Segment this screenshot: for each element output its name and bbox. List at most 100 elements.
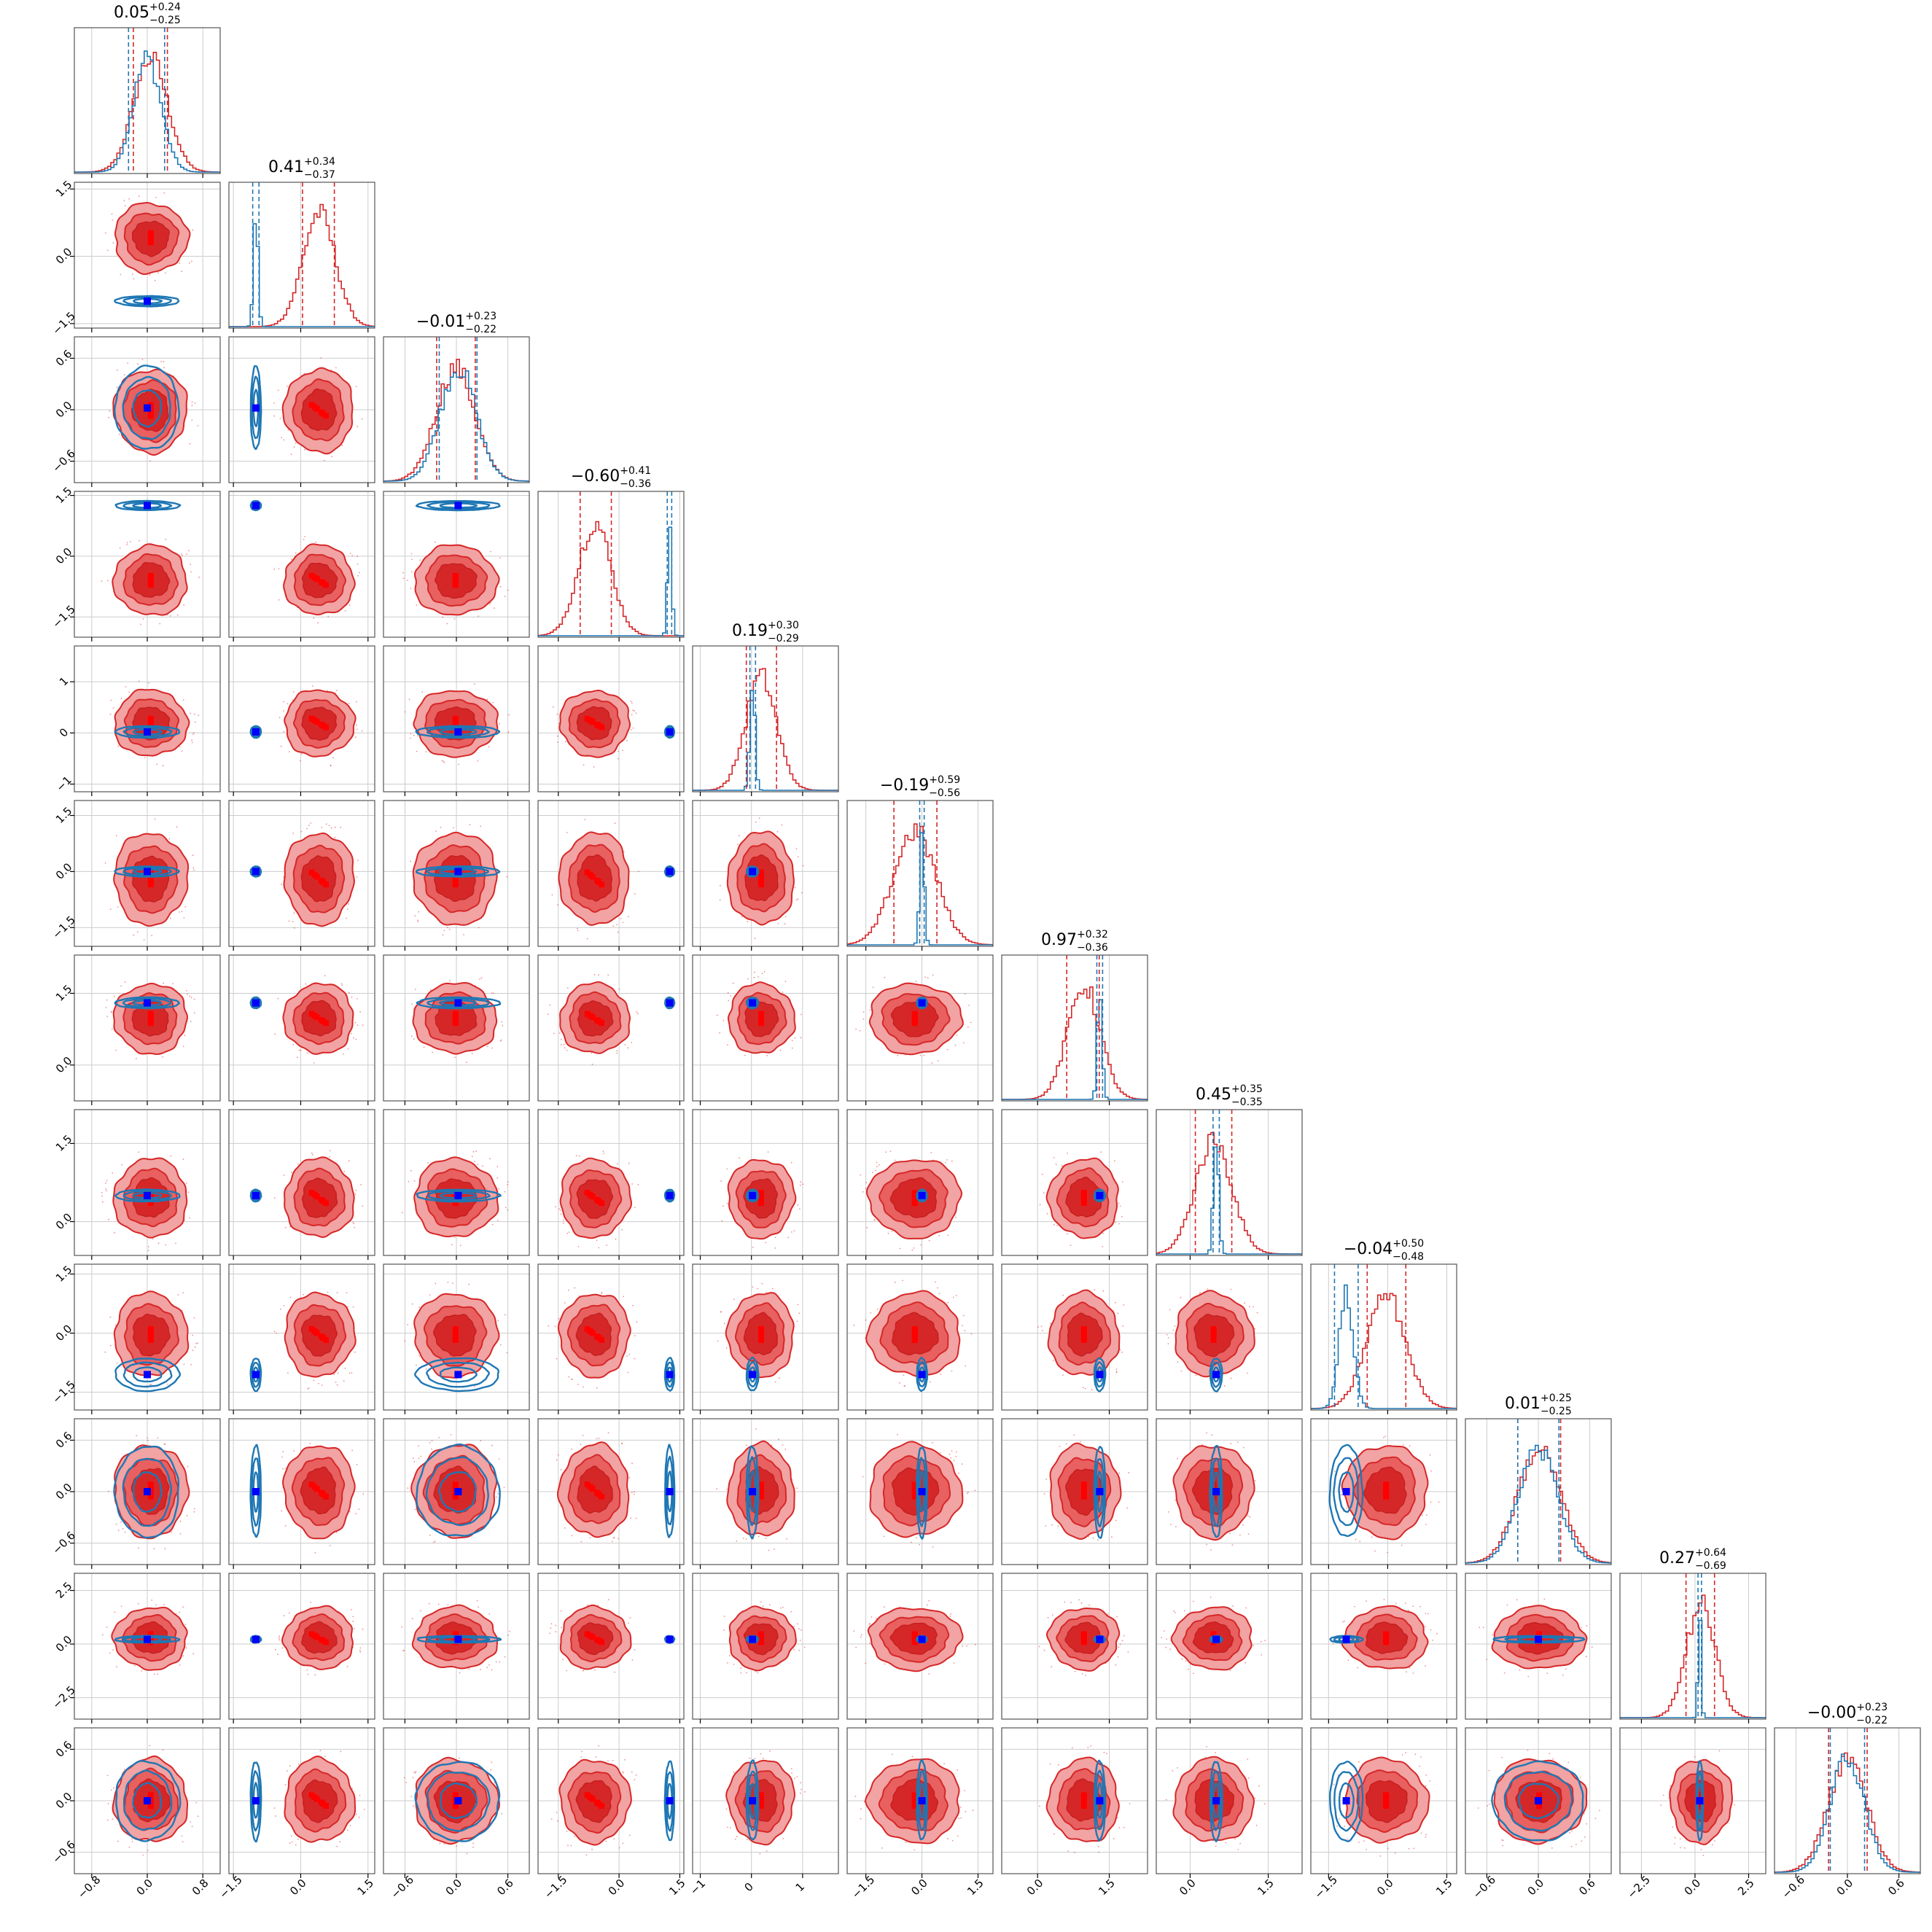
red-sample-dot <box>602 1150 604 1152</box>
red-sample-dot <box>451 1244 453 1245</box>
red-sample-dot <box>1229 1532 1231 1535</box>
red-sample-dot <box>282 1468 284 1470</box>
red-sample-dot <box>441 760 443 762</box>
red-sample-dot <box>1082 1387 1084 1389</box>
red-sample-dot <box>193 1511 195 1513</box>
panel-frame <box>228 1418 375 1565</box>
red-sample-dot <box>404 1340 405 1342</box>
blue-contour <box>1504 1635 1574 1643</box>
red-sample-dot <box>596 1438 598 1439</box>
red-sample-dot <box>801 1788 802 1791</box>
red-sample-dot <box>618 1847 620 1849</box>
red-sample-dot <box>359 1647 362 1649</box>
panel-frame <box>537 1263 685 1411</box>
blue-contour <box>132 502 162 509</box>
red-sample-dot <box>568 1289 569 1291</box>
red-sample-dot <box>167 1383 168 1385</box>
red-sample-dot <box>607 1432 609 1434</box>
red-sample-dot <box>1053 1833 1055 1835</box>
panel-8-3 <box>537 1263 685 1414</box>
red-sample-dot <box>631 1771 633 1773</box>
red-sample-dot <box>547 1013 549 1016</box>
red-histogram <box>1775 1752 1920 1874</box>
red-sample-dot <box>1429 1780 1431 1782</box>
red-sample-dot <box>153 1548 155 1550</box>
red-sample-dot <box>435 1282 437 1285</box>
blue-contour <box>745 997 760 1010</box>
blue-contour <box>1333 1771 1360 1832</box>
blue-point-marker <box>1342 1797 1350 1804</box>
red-sample-dot <box>732 982 734 984</box>
red-sample-dot <box>956 1451 957 1453</box>
red-sample-dot <box>1334 1471 1336 1472</box>
red-sample-dot <box>194 713 195 715</box>
red-sample-dot <box>486 1667 488 1669</box>
red-sample-dot <box>507 1181 509 1183</box>
red-sample-dot <box>197 1342 198 1344</box>
red-sample-dot <box>883 1535 885 1538</box>
red-sample-dot <box>307 1673 309 1675</box>
red-sample-dot <box>866 1226 868 1228</box>
red-sample-dot <box>894 1159 896 1161</box>
red-sample-dot <box>334 836 336 838</box>
red-sample-dot <box>556 1812 558 1813</box>
red-sample-dot <box>782 1444 784 1446</box>
red-point-marker <box>147 409 154 416</box>
red-sample-dot <box>182 1655 184 1657</box>
red-sample-dot <box>1546 1672 1549 1675</box>
red-sample-dot <box>336 1292 338 1293</box>
red-sample-dot <box>466 1853 468 1855</box>
red-sample-dot <box>634 1358 636 1360</box>
panel-frame <box>846 1263 994 1411</box>
red-sample-dot <box>635 1775 637 1776</box>
red-sample-dot <box>627 1371 629 1374</box>
red-sample-dot <box>273 402 275 404</box>
blue-point-marker <box>144 1191 151 1199</box>
red-sample-dot <box>629 1617 631 1619</box>
red-sample-dot <box>776 830 779 833</box>
red-sample-dot <box>275 1648 276 1651</box>
red-sample-dot <box>288 751 290 752</box>
panel-8-5 <box>846 1263 994 1414</box>
red-sample-dot <box>300 753 303 755</box>
red-sample-dot <box>353 1627 355 1629</box>
blue-contour <box>122 296 172 306</box>
red-sample-dot <box>1387 1847 1389 1850</box>
x-tick-label: 0.6 <box>1885 1877 1907 1898</box>
red-sample-dot <box>1207 1288 1209 1290</box>
red-sample-dot <box>1053 1156 1055 1158</box>
blue-contour <box>1211 1769 1222 1831</box>
red-sample-dot <box>412 1457 414 1459</box>
red-sample-dot <box>1487 1805 1489 1807</box>
red-sample-dot <box>943 1763 945 1764</box>
y-tick-label: 0.0 <box>53 860 75 882</box>
red-sample-dot <box>1425 1626 1426 1627</box>
red-sample-dot <box>463 934 464 935</box>
red-sample-dot <box>1223 1384 1226 1387</box>
blue-contour <box>122 501 173 510</box>
red-sample-dot <box>1039 1805 1040 1807</box>
red-sample-dot <box>1711 1844 1713 1846</box>
red-sample-dot <box>794 887 796 889</box>
red-sample-dot <box>351 1788 353 1790</box>
red-sample-dot <box>952 1296 954 1298</box>
red-sample-dot <box>1420 1756 1422 1758</box>
red-sample-dot <box>571 1379 572 1380</box>
red-point-marker <box>593 1799 600 1806</box>
red-sample-dot <box>101 1192 103 1193</box>
red-sample-dot <box>931 1062 933 1064</box>
red-sample-dot <box>746 1444 747 1446</box>
red-sample-dot <box>307 1388 309 1390</box>
red-sample-dot <box>635 712 637 714</box>
red-sample-dot <box>109 908 112 910</box>
red-sample-dot <box>289 1296 292 1298</box>
red-sample-dot <box>184 905 187 908</box>
red-sample-dot <box>779 1607 782 1609</box>
red-sample-dot <box>278 1635 281 1637</box>
red-sample-dot <box>1419 1765 1420 1767</box>
red-sample-dot <box>443 760 444 763</box>
red-sample-dot <box>628 1476 631 1479</box>
red-point-marker <box>1080 1799 1087 1806</box>
blue-contour <box>133 728 163 736</box>
